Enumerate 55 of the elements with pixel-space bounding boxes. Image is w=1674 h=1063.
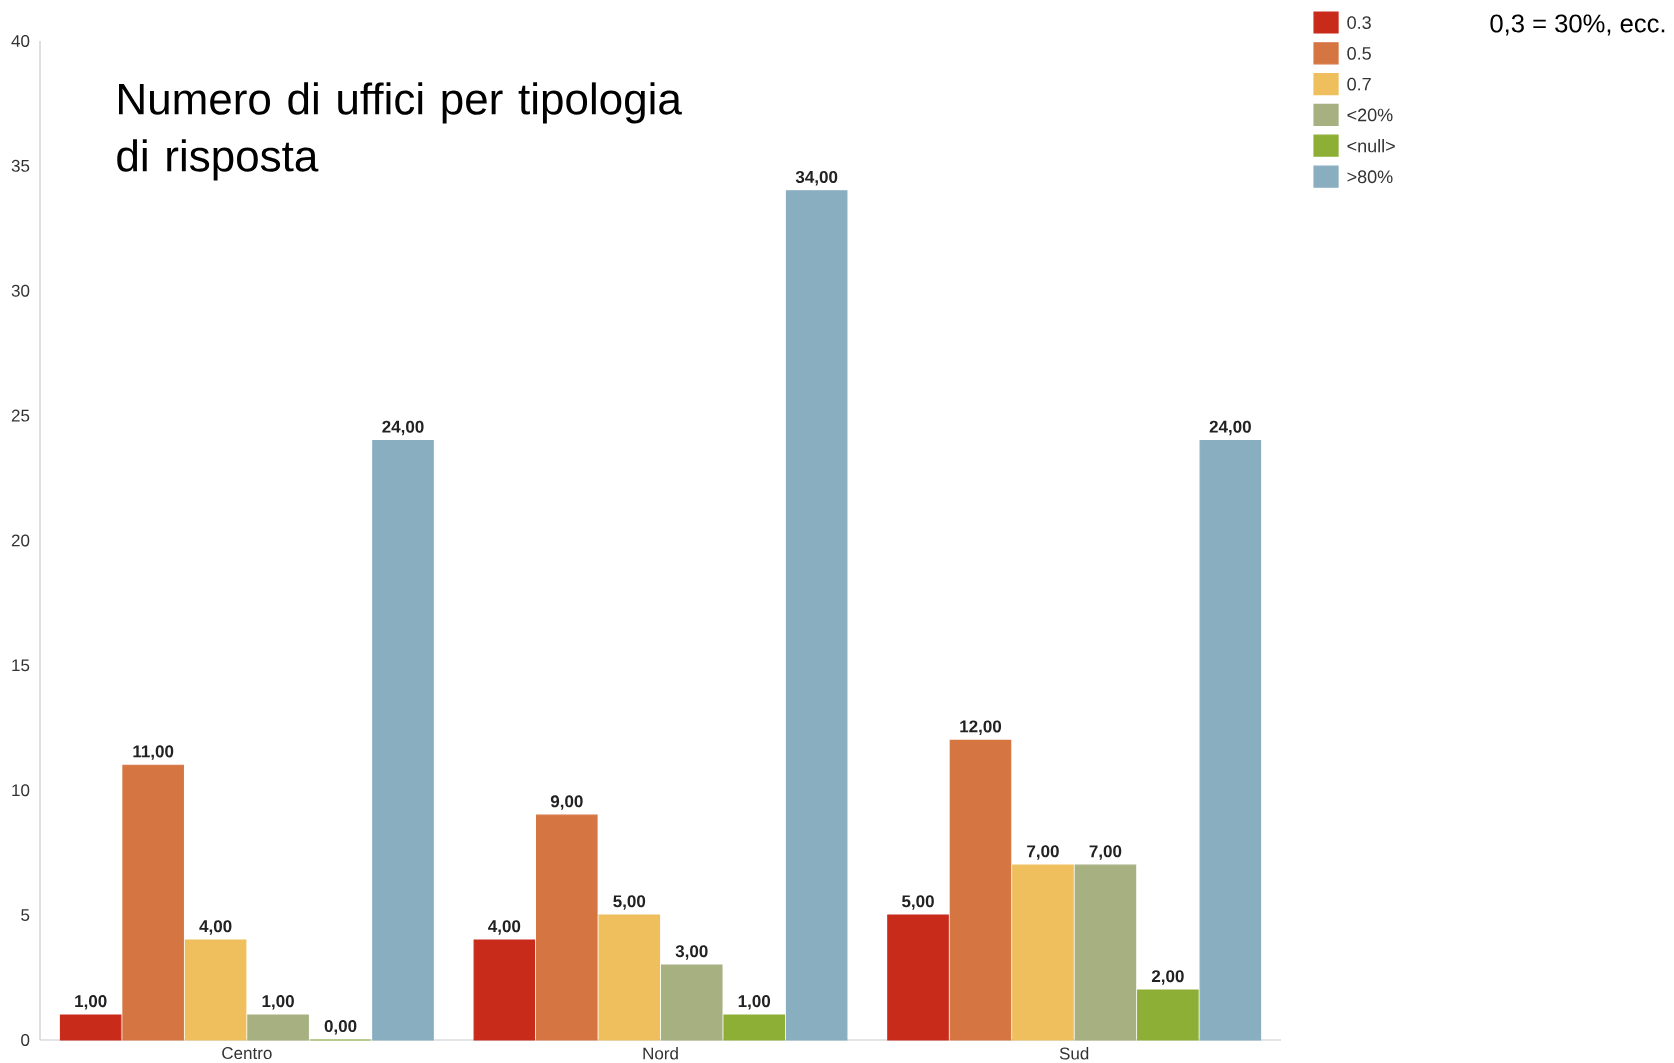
bar bbox=[723, 1014, 785, 1041]
y-tick-label: 15 bbox=[12, 659, 30, 672]
y-tick-label: 10 bbox=[12, 784, 30, 797]
bar bbox=[598, 914, 661, 1041]
x-tick-label: Nord bbox=[643, 1047, 678, 1060]
y-tick-label: 35 bbox=[11, 159, 30, 172]
bar bbox=[59, 1014, 122, 1041]
legend-label: 0.5 bbox=[1347, 47, 1371, 60]
bar bbox=[536, 814, 598, 1041]
bar bbox=[1199, 439, 1262, 1041]
bar bbox=[949, 739, 1012, 1041]
legend-label: 0.3 bbox=[1347, 16, 1371, 29]
x-tick-label: Sud bbox=[1059, 1047, 1089, 1060]
bar bbox=[887, 914, 949, 1041]
data-label: 4,00 bbox=[199, 920, 232, 935]
bar bbox=[372, 439, 434, 1041]
bar bbox=[473, 939, 536, 1041]
data-label: 1,00 bbox=[75, 995, 107, 1010]
y-tick-label: 0 bbox=[21, 1033, 30, 1046]
data-label: 12,00 bbox=[960, 720, 1002, 735]
bar bbox=[184, 939, 247, 1041]
bar bbox=[122, 764, 184, 1041]
data-label: 24,00 bbox=[1209, 420, 1251, 436]
y-tick-label: 5 bbox=[21, 909, 30, 922]
data-label: 34,00 bbox=[795, 170, 838, 186]
legend-label: <20% bbox=[1347, 108, 1393, 122]
legend-label: >80% bbox=[1347, 170, 1393, 184]
bar bbox=[1074, 864, 1137, 1041]
data-label: 0,00 bbox=[324, 1020, 357, 1035]
bar bbox=[660, 964, 723, 1041]
data-label: 7,00 bbox=[1089, 845, 1122, 860]
data-label: 9,00 bbox=[550, 795, 583, 810]
x-tick-label: Centro bbox=[222, 1047, 272, 1060]
data-label: 1,00 bbox=[738, 995, 771, 1010]
bar bbox=[1012, 864, 1074, 1041]
text: Numero di uffici per tipologia di risposta bbox=[117, 82, 682, 181]
legend-label: <null> bbox=[1347, 139, 1395, 153]
bar bbox=[785, 190, 848, 1041]
data-label: 24,00 bbox=[382, 420, 424, 436]
y-tick-label: 25 bbox=[11, 409, 30, 422]
y-tick-label: 20 bbox=[11, 534, 30, 547]
data-label: 2,00 bbox=[1151, 970, 1184, 985]
text: 0,3 = 30%, ecc. bbox=[1490, 14, 1665, 36]
y-tick-label: 30 bbox=[11, 284, 30, 297]
bar bbox=[247, 1014, 309, 1041]
data-label: 11,00 bbox=[133, 745, 174, 760]
legend-label: 0.7 bbox=[1347, 77, 1371, 91]
data-label: 5,00 bbox=[902, 895, 934, 910]
data-label: 7,00 bbox=[1027, 845, 1059, 860]
data-label: 4,00 bbox=[488, 920, 521, 935]
data-label: 3,00 bbox=[675, 945, 708, 960]
data-label: 1,00 bbox=[262, 995, 294, 1010]
data-label: 5,00 bbox=[613, 895, 646, 910]
bar bbox=[1137, 989, 1199, 1041]
y-tick-label: 40 bbox=[11, 34, 30, 47]
